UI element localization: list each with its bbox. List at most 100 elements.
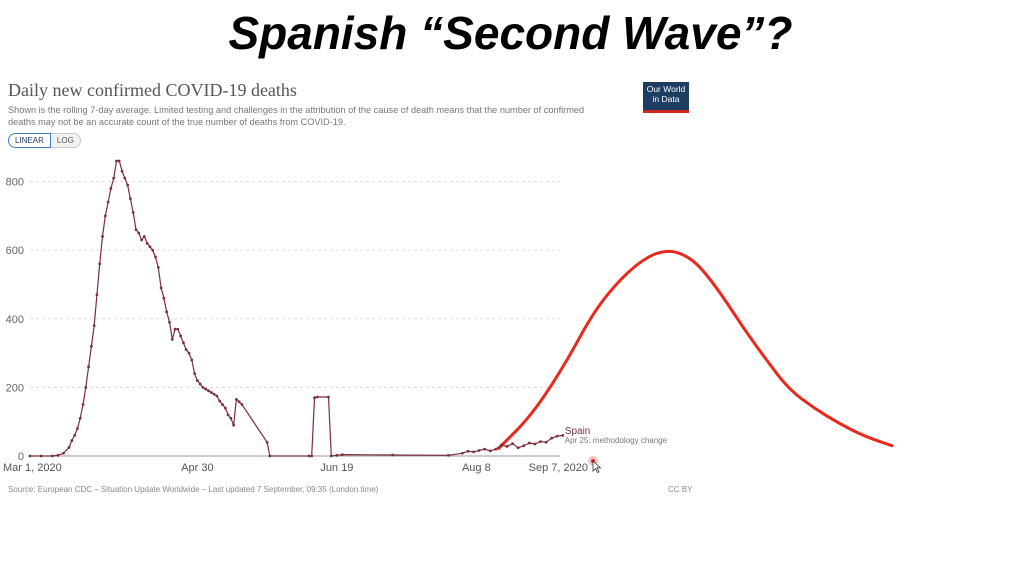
x-tick-label: Aug 8	[462, 462, 491, 474]
spain-data-point	[235, 398, 238, 401]
log-scale-button[interactable]: LOG	[50, 133, 81, 148]
spain-data-point	[120, 169, 124, 173]
spain-data-point	[154, 255, 157, 259]
owid-logo[interactable]: Our World in Data	[643, 82, 689, 113]
chart-title: Daily new confirmed COVID-19 deaths	[8, 80, 297, 100]
spain-data-point	[500, 443, 503, 447]
spain-data-point	[84, 386, 88, 389]
spain-data-point	[511, 442, 514, 446]
spain-data-point	[145, 241, 149, 245]
slide-title: Spanish “Second Wave”?	[228, 7, 793, 59]
spain-data-point	[472, 450, 475, 454]
x-tick-label: Sep 7, 2020	[529, 462, 588, 474]
spain-data-point	[176, 327, 180, 331]
spain-data-point	[109, 187, 113, 190]
cursor	[588, 456, 602, 474]
spain-data-point	[447, 453, 450, 457]
spain-data-point	[151, 248, 155, 252]
spain-data-point	[198, 382, 202, 386]
spain-data-point	[204, 387, 208, 391]
x-tick-label: Jun 19	[320, 462, 353, 474]
spain-data-point	[67, 446, 71, 449]
spain-data-point	[494, 447, 498, 451]
spain-data-point	[117, 159, 121, 163]
spain-data-point	[193, 372, 196, 376]
spain-data-point	[165, 310, 169, 314]
spain-data-point	[170, 337, 174, 341]
y-tick-label: 0	[18, 451, 24, 463]
spain-data-point	[159, 286, 163, 290]
spain-data-point	[162, 296, 166, 300]
spain-data-point	[341, 453, 344, 457]
spain-data-point	[483, 447, 487, 451]
spain-data-point	[329, 454, 333, 458]
spain-data-point	[307, 454, 311, 458]
spain-data-point	[81, 403, 85, 406]
spain-data-point	[232, 423, 236, 427]
spain-data-point	[98, 262, 102, 266]
spain-data-point	[131, 211, 135, 214]
scale-toggle: LINEAR LOG	[8, 133, 81, 148]
spain-data-point	[265, 440, 269, 444]
spain-data-point	[488, 449, 492, 453]
spain-data-point	[268, 454, 272, 458]
spain-data-point	[134, 228, 138, 232]
spain-data-point	[313, 396, 316, 400]
spain-data-point	[327, 395, 330, 399]
projection-line	[497, 249, 894, 450]
spain-data-point	[182, 341, 185, 345]
owid-logo-line1: Our World	[646, 84, 686, 94]
source-note: Source: European CDC – Situation Update …	[8, 485, 379, 494]
spain-data-point	[539, 440, 542, 443]
spain-data-point	[229, 416, 233, 420]
spain-data-point	[126, 183, 130, 187]
spain-data-point	[310, 454, 314, 458]
spain-data-point	[112, 176, 116, 180]
spain-data-point	[209, 391, 213, 394]
spain-data-point	[50, 454, 54, 458]
spain-data-point	[391, 453, 395, 457]
spain-data-point	[195, 379, 199, 382]
spain-data-point	[156, 265, 160, 269]
spain-data-point	[184, 348, 188, 352]
spain-data-point	[92, 324, 96, 328]
spain-data-point	[212, 392, 216, 396]
spain-data-point	[522, 444, 526, 448]
linear-scale-button[interactable]: LINEAR	[8, 133, 51, 148]
spain-data-point	[201, 386, 205, 389]
spain-data-point	[87, 365, 90, 369]
spain-data-point	[190, 358, 194, 362]
spain-data-point	[95, 293, 99, 297]
spain-series	[28, 159, 565, 458]
spain-data-point	[70, 439, 74, 442]
series-name-label: Spain	[565, 426, 591, 437]
spain-data-point	[187, 351, 191, 355]
y-tick-label: 200	[6, 382, 24, 394]
grid-lines	[30, 181, 560, 457]
projection-curve	[497, 249, 894, 450]
spain-data-point	[56, 453, 60, 457]
spain-data-point	[106, 200, 110, 204]
spain-data-point	[460, 451, 464, 455]
license-link[interactable]: CC BY	[668, 485, 693, 494]
spain-data-point	[335, 453, 339, 457]
spain-data-point	[477, 449, 481, 452]
spain-data-point	[173, 327, 177, 331]
spain-data-point	[137, 231, 141, 235]
spain-line	[30, 160, 563, 457]
spain-data-point	[101, 235, 104, 238]
series-annotation: Apr 25: methodology change	[565, 436, 668, 445]
y-axis-labels: 0 200 400 600 800	[6, 177, 24, 463]
spain-data-point	[533, 442, 537, 446]
spain-data-point	[39, 454, 43, 458]
spain-data-point	[115, 159, 118, 163]
spain-data-point	[73, 434, 77, 437]
spain-data-point	[223, 406, 227, 410]
x-tick-label: Mar 1, 2020	[3, 462, 62, 474]
spain-data-point	[555, 434, 559, 438]
spain-data-point	[215, 394, 219, 398]
y-tick-label: 800	[6, 177, 24, 189]
spain-data-point	[240, 403, 244, 406]
